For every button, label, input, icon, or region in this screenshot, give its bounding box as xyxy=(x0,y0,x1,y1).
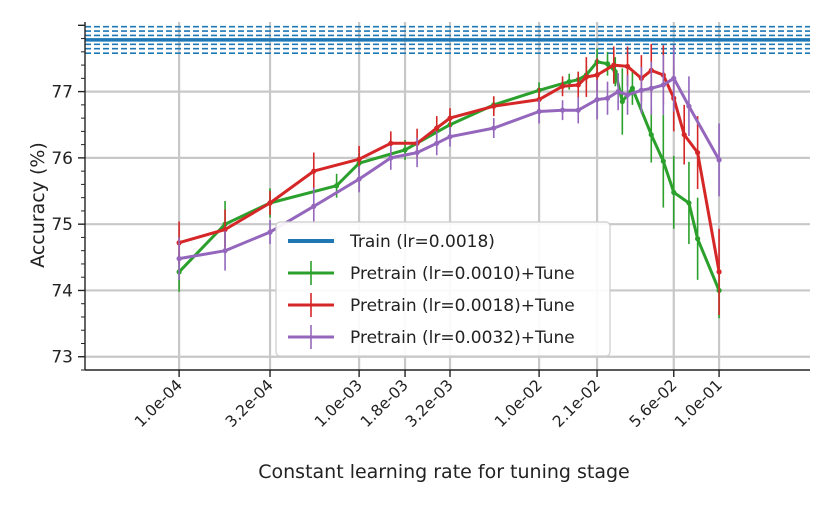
data-point xyxy=(671,75,677,81)
y-axis-label: Accuracy (%) xyxy=(27,142,49,268)
series-lines xyxy=(176,43,722,319)
data-point xyxy=(671,189,677,195)
data-point xyxy=(559,83,566,89)
x-tick-label: 1.8e-03 xyxy=(357,376,412,431)
x-tick-label: 2.1e-02 xyxy=(549,376,604,431)
data-point xyxy=(334,183,340,189)
data-point xyxy=(356,156,362,162)
legend-label: Pretrain (lr=0.0018)+Tune xyxy=(350,296,575,316)
legend-entry: Pretrain (lr=0.0032)+Tune xyxy=(288,325,575,349)
data-point xyxy=(648,132,654,138)
legend-box xyxy=(275,221,611,357)
x-tick-label: 5.6e-02 xyxy=(626,376,681,431)
data-point xyxy=(583,74,589,80)
data-point xyxy=(566,79,572,85)
data-point xyxy=(267,200,273,206)
legend-label: Pretrain (lr=0.0010)+Tune xyxy=(350,264,575,284)
series-3 xyxy=(176,45,722,280)
data-point xyxy=(695,149,701,156)
x-tick-label: 1.0e-03 xyxy=(311,376,366,431)
data-point xyxy=(311,168,317,174)
data-point xyxy=(624,63,631,70)
y-tick-label: 76 xyxy=(51,149,73,169)
data-point xyxy=(575,82,581,88)
data-point xyxy=(660,82,666,88)
data-point xyxy=(594,72,600,78)
data-point xyxy=(176,256,182,262)
data-point xyxy=(604,95,611,101)
data-point xyxy=(402,147,408,153)
data-point xyxy=(619,98,625,105)
data-point xyxy=(559,107,566,113)
data-point xyxy=(267,229,273,235)
axes xyxy=(78,22,810,377)
data-point xyxy=(388,155,394,161)
legend-entry: Pretrain (lr=0.0010)+Tune xyxy=(288,261,575,285)
data-point xyxy=(611,62,617,68)
x-tick-label: 1.0e-04 xyxy=(131,376,186,431)
data-point xyxy=(638,87,644,93)
y-tick-label: 77 xyxy=(51,83,73,103)
x-tick-label: 1.0e-01 xyxy=(671,376,726,431)
data-point xyxy=(447,134,453,140)
data-point xyxy=(491,125,497,131)
x-tick-label: 3.2e-04 xyxy=(222,376,277,431)
data-point xyxy=(222,226,228,233)
data-point xyxy=(356,176,362,182)
y-tick-label: 74 xyxy=(51,281,73,301)
data-point xyxy=(686,103,692,109)
x-tick-label: 1.0e-02 xyxy=(491,376,546,431)
data-point xyxy=(695,236,701,242)
data-point xyxy=(681,132,687,138)
data-point xyxy=(648,85,654,91)
y-tick-label: 75 xyxy=(51,215,73,235)
data-point xyxy=(491,103,497,109)
data-point xyxy=(624,92,631,98)
data-point xyxy=(716,269,722,275)
legend-entry: Pretrain (lr=0.0018)+Tune xyxy=(288,293,575,317)
data-point xyxy=(388,140,394,146)
data-point xyxy=(686,200,692,206)
data-point xyxy=(629,85,636,91)
y-tick-label: 73 xyxy=(51,348,73,368)
legend-label: Pretrain (lr=0.0032)+Tune xyxy=(350,328,575,348)
x-tick-label: 3.2e-03 xyxy=(402,376,457,431)
data-point xyxy=(660,158,666,164)
legend-entry: Train (lr=0.0018) xyxy=(288,232,495,252)
data-point xyxy=(615,89,621,95)
x-axis-label: Constant learning rate for tuning stage xyxy=(258,461,630,483)
data-point xyxy=(604,61,611,67)
data-point xyxy=(434,125,440,131)
data-point xyxy=(575,107,581,113)
data-point xyxy=(447,115,453,121)
series-line xyxy=(178,63,721,273)
data-point xyxy=(594,96,600,103)
legend-label: Train (lr=0.0018) xyxy=(349,232,495,252)
train-reference-band xyxy=(85,25,810,54)
data-point xyxy=(414,149,420,156)
data-point xyxy=(536,108,542,115)
data-point xyxy=(222,248,228,254)
legend: Train (lr=0.0018) Pretrain (lr=0.0010)+Tu… xyxy=(275,221,611,357)
data-point xyxy=(434,140,440,146)
data-point xyxy=(716,157,722,163)
data-point xyxy=(311,203,317,209)
